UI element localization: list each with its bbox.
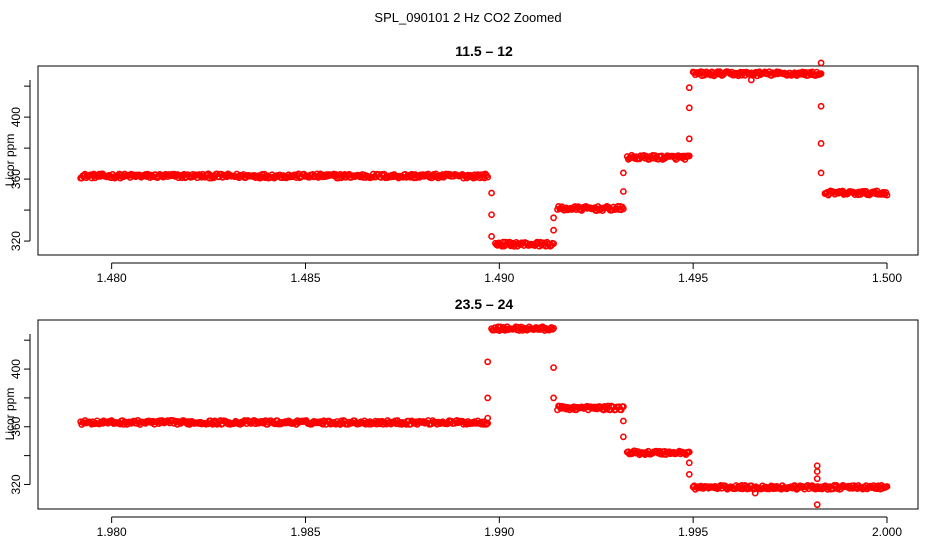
y-tick-label: 320: [9, 474, 23, 494]
chart-panel-2: 23.5 – 24 1.980 1.985 1.990 1.995 2.000 3203…: [3, 296, 919, 539]
data-point-transition: [484, 358, 492, 366]
data-point-outlier: [751, 489, 759, 497]
panel-1-plot-area: [37, 65, 919, 256]
data-point-transition: [488, 211, 495, 219]
data-point-transition: [550, 214, 557, 222]
panel-2-y-axis-label: Licor ppm: [3, 388, 17, 441]
data-point-transition: [685, 459, 693, 467]
x-tick-label: 1.485: [290, 271, 320, 285]
y-tick-label: 360: [9, 416, 23, 436]
data-point: [685, 448, 693, 456]
data-point-transition: [488, 233, 495, 240]
data-point-transition: [817, 169, 825, 177]
data-point-outlier: [813, 462, 821, 470]
panel-2-data-points: [77, 323, 891, 509]
y-tick-label: 400: [9, 107, 23, 127]
y-tick-label: 360: [9, 169, 23, 189]
data-point-transition: [550, 364, 557, 372]
x-tick-label: 1.490: [484, 271, 514, 285]
x-tick-label: 1.500: [872, 271, 902, 285]
data-point: [883, 483, 891, 490]
data-point-transition: [685, 470, 693, 478]
data-point-outlier: [813, 468, 821, 475]
panel-1-x-axis: 1.480 1.485 1.490 1.495 1.500: [97, 262, 902, 285]
data-point-transition: [550, 394, 557, 402]
data-point-transition: [619, 188, 627, 195]
data-point-transition: [484, 394, 492, 402]
data-point-transition: [817, 140, 825, 147]
data-point: [685, 152, 693, 160]
data-point: [484, 173, 492, 181]
data-point-transition: [619, 433, 627, 441]
data-point-transition: [817, 59, 825, 67]
panel-2-plot-area: [37, 319, 919, 510]
data-point-outlier: [813, 501, 821, 509]
x-tick-label: 1.985: [290, 525, 320, 539]
data-point-transition: [685, 135, 693, 143]
data-point: [550, 324, 557, 332]
panel-1-y-axis: 320 360 400: [9, 80, 31, 251]
panel-2-title: 23.5 – 24: [455, 296, 514, 312]
panel-2-x-axis: 1.980 1.985 1.990 1.995 2.000: [97, 516, 902, 539]
x-tick-label: 1.480: [97, 271, 127, 285]
chart-panel-1: 11.5 – 12 1.480 1.485 1.490 1.495 1.500 3203…: [3, 43, 919, 285]
panel-1-title: 11.5 – 12: [455, 43, 513, 59]
data-point-transition: [488, 189, 495, 197]
x-tick-label: 1.980: [97, 525, 127, 539]
data-point-transition: [550, 226, 557, 234]
data-point-transition: [619, 169, 627, 177]
data-point-transition: [619, 417, 627, 425]
data-point: [619, 403, 627, 410]
figure-title: SPL_090101 2 Hz CO2 Zoomed: [374, 10, 561, 25]
data-point: [619, 205, 627, 213]
panel-1-data-points: [77, 59, 891, 250]
x-tick-label: 1.990: [484, 525, 514, 539]
data-point-outlier: [813, 475, 821, 483]
panel-2-y-axis: 320 360 400: [9, 334, 31, 494]
data-point: [817, 70, 825, 78]
x-tick-label: 1.995: [678, 525, 708, 539]
y-tick-label: 320: [9, 231, 23, 251]
x-tick-label: 2.000: [872, 525, 902, 539]
data-point-transition: [484, 414, 492, 422]
data-point: [550, 240, 557, 248]
data-point: [549, 325, 556, 333]
data-point-outlier: [747, 76, 755, 84]
panel-1-y-axis-label: Licor ppm: [3, 134, 17, 187]
data-point-transition: [685, 84, 693, 92]
data-point-transition: [685, 104, 693, 112]
data-point-transition: [817, 102, 825, 110]
y-tick-label: 400: [9, 359, 23, 379]
x-tick-label: 1.495: [678, 271, 708, 285]
data-point: [883, 191, 891, 199]
